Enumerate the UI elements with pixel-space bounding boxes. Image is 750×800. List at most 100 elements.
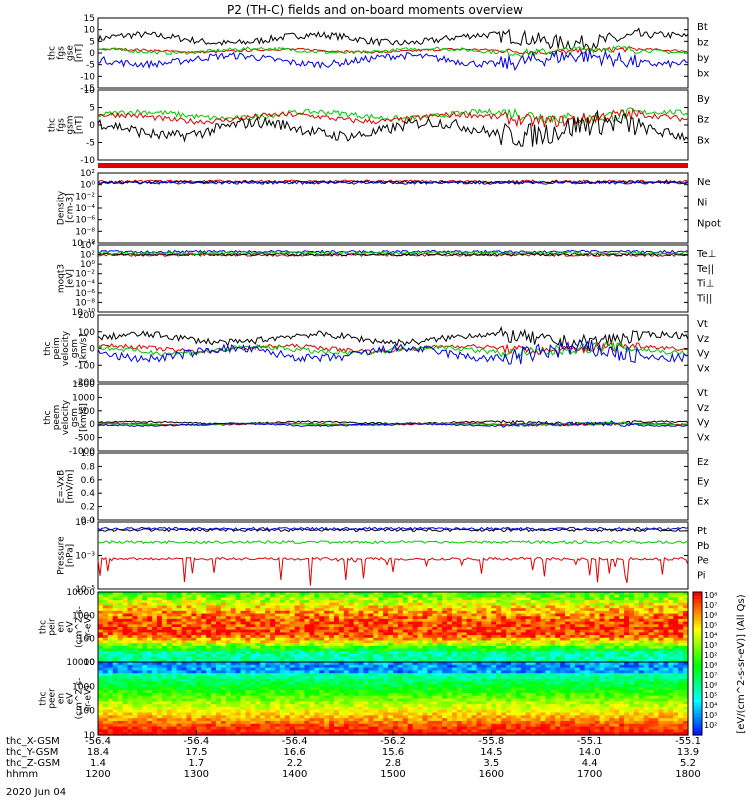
y-tick-label: 500 — [78, 407, 95, 417]
ylabel-line: fgs — [57, 118, 67, 132]
series-fgs-gsm-2 — [97, 109, 689, 147]
ephemeris-axis: thc_X-GSMthc_Y-GSMthc_Z-GSMhhmm-56.418.4… — [6, 730, 701, 780]
chart-title: P2 (TH-C) fields and on-board moments ov… — [227, 3, 523, 17]
colorbar-top-tick: 10⁵ — [704, 621, 717, 630]
y-tick-label: 0.0 — [81, 516, 96, 526]
y-tick-label: 10² — [80, 251, 95, 261]
y-tick-label: -200 — [75, 378, 96, 388]
ephemeris-value: 1200 — [85, 769, 110, 780]
panel-fgs-gsm: thc fgs gsm [nT] 10 5 0 -5 -10 By Bz Bx — [48, 86, 710, 166]
y-tick-label: 5 — [89, 37, 95, 47]
ylabel-line: en — [57, 693, 67, 704]
legend-pressure-0: Pt — [697, 526, 707, 537]
ylabel-line: eV — [66, 692, 76, 705]
panel-temperature: moqt3 [eV]10⁴10²10⁰10⁻²10⁻⁴10⁻⁶10⁻⁸10⁻¹⁰T… — [57, 241, 717, 318]
ephemeris-value: 1600 — [479, 769, 504, 780]
ylabel-line: peem — [52, 405, 62, 431]
series-peim-velocity-0 — [97, 326, 689, 351]
legend-peem-velocity-0: Vt — [697, 388, 708, 399]
ylabel-line: gse — [66, 45, 76, 61]
panel-pressure: Pressure [nPa] 10⁻¹ 10⁻³ 10⁻⁵ Pt Pb Pe Pi — [57, 518, 710, 595]
y-tick-label: 10 — [84, 26, 96, 36]
y-tick-label: -100 — [75, 361, 96, 371]
legend-peim-velocity-0: Vt — [697, 319, 708, 330]
y-tick-label: 10⁻¹⁰ — [72, 239, 96, 249]
colorbar-label: [eV/(cm^2-s-sr-eV)] (All Qs) — [736, 594, 747, 733]
ylabel-line: Density — [57, 190, 67, 225]
ephemeris-row-label: thc_Y-GSM — [6, 747, 58, 758]
legend-fgs-gsm-1: Bz — [697, 115, 709, 126]
legend-efield-2: Ex — [697, 496, 709, 507]
colorbar-bottom-tick: 10⁵ — [704, 691, 717, 700]
ephemeris-value: 13.9 — [677, 747, 699, 758]
ephemeris-row-label: hhmm — [6, 769, 38, 780]
ylabel-line: eV — [66, 620, 76, 633]
ylabel-line: gsm — [70, 339, 80, 358]
y-tick-label: 0.8 — [81, 462, 96, 472]
y-tick-label: 100 — [78, 328, 95, 338]
ylabel-line: gsm — [70, 408, 80, 427]
ylabel-line: fgs — [57, 46, 67, 60]
y-tick-label: 10⁻⁸ — [75, 227, 95, 237]
ylabel-line: (cm^2-s- — [75, 606, 85, 648]
y-tick-label: -1000 — [69, 447, 95, 457]
date-label: 2020 Jun 04 — [6, 787, 66, 798]
ylabel-line: gsm — [66, 115, 76, 134]
ephemeris-value: 1.4 — [90, 758, 106, 769]
ylabel-line: [eV] — [66, 269, 76, 288]
ylabel-line: E=-VxB — [57, 470, 67, 504]
ylabel-line: [nPa] — [66, 544, 76, 567]
ephemeris-value: 1800 — [675, 769, 700, 780]
legend-temperature-3: Ti|| — [696, 293, 712, 304]
panel-efield: E=-VxB [mV/m] 1.0 0.8 0.6 0.4 0.2 0.0 Ez Ey Ex — [57, 449, 710, 526]
series-fgs-gse-0 — [97, 27, 689, 51]
y-tick-label: 10⁻⁶ — [75, 289, 95, 299]
colorbar-bottom-tick: 10⁴ — [704, 701, 717, 710]
y-tick-label: 0 — [89, 49, 95, 59]
ylabel-line: velocity — [61, 399, 71, 435]
ylabel-line: [cm-3] — [66, 193, 76, 223]
colorbar-bottom-tick: 10² — [704, 721, 717, 730]
y-tick-label: 5 — [89, 104, 95, 114]
legend-density-0: Ne — [697, 177, 711, 188]
ephemeris-value: -56.4 — [282, 736, 308, 747]
panel-peem-velocity: thc peem velocity gsm [km/s] 1500 1000 500 0 -500… — [43, 380, 710, 457]
legend-temperature-1: Te|| — [696, 264, 714, 275]
series-pressure-1 — [97, 556, 689, 586]
ylabel-line: [nT] — [75, 44, 85, 62]
legend-density-2: Npot — [697, 218, 721, 229]
ephemeris-value: 2.8 — [385, 758, 401, 769]
ylabel-line: [mV/m] — [66, 470, 76, 504]
ylabel-line: en — [57, 621, 67, 632]
ylabel-line: thc — [43, 341, 53, 355]
ylabel-line: thc — [43, 410, 53, 424]
colorbar-top-tick: 10³ — [704, 641, 717, 650]
ephemeris-value: 16.6 — [284, 747, 306, 758]
legend-peim-velocity-3: Vx — [697, 363, 710, 374]
y-tick-label: 200 — [78, 311, 95, 321]
ephemeris-value: 3.5 — [483, 758, 499, 769]
ylabel-line: peir — [48, 618, 58, 636]
y-tick-label: 0 — [89, 121, 95, 131]
legend-pressure-1: Pb — [697, 541, 709, 552]
ylabel-line: peer — [48, 688, 58, 709]
ephemeris-value: -56.2 — [380, 736, 406, 747]
ephemeris-value: 18.4 — [87, 747, 109, 758]
ephemeris-value: 5.2 — [680, 758, 696, 769]
series-fgs-gse-1 — [97, 46, 689, 55]
ephemeris-value: 14.0 — [579, 747, 601, 758]
legend-peim-velocity-1: Vz — [697, 334, 709, 345]
quality-flag-bar — [98, 163, 688, 168]
ephemeris-value: -56.4 — [183, 736, 209, 747]
series-temperature-3 — [97, 250, 689, 256]
ephemeris-row-label: thc_X-GSM — [6, 736, 60, 747]
colorbar-bottom-tick: 10⁸ — [704, 661, 717, 670]
legend-efield-0: Ez — [697, 457, 709, 468]
legend-peim-velocity-2: Vy — [697, 349, 710, 360]
y-tick-label: 100 — [78, 707, 95, 717]
legend-peem-velocity-1: Vz — [697, 403, 709, 414]
legend-pressure-3: Pi — [697, 570, 706, 581]
y-tick-label: 15 — [84, 14, 95, 24]
ephemeris-value: 1.7 — [188, 758, 204, 769]
